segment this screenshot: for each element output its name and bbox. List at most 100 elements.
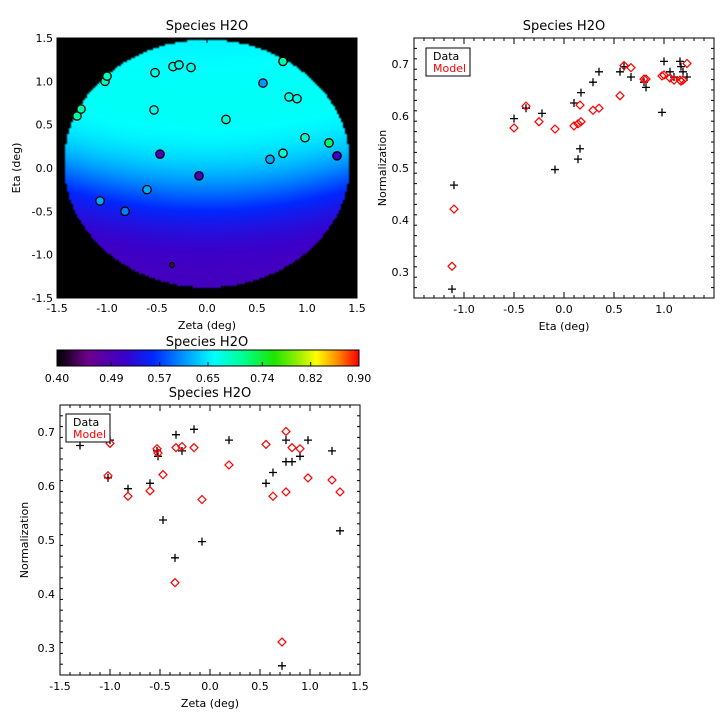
zeta-plot-x-tick-label: -0.5 [149,680,170,693]
eta-plot-y-tick-label: 0.4 [392,214,410,227]
colorbar-panel: Species H2O 0.40 0.49 0.57 0.65 0.74 0.82 0.90 [45,335,372,385]
zeta-plot-x-tick-label: -1.0 [99,680,120,693]
zeta-plot-data-point [269,468,277,477]
eta-plot-model-point [534,116,544,127]
zeta-plot-title: Species H2O [169,386,251,401]
eta-plot-frame [413,37,715,299]
map-point [142,184,152,195]
eta-plot-data-point [551,165,559,174]
zeta-plot-y-axis-label: Normalization [18,502,31,578]
eta-plot-data-point [510,114,518,123]
map-x-tick-label: 1.0 [298,302,316,315]
map-x-tick-label: 1.5 [348,302,366,315]
map-y-tick-label: -0.5 [32,205,53,218]
zeta-plot-model-point [295,443,305,454]
eta-plot-model-point [657,71,667,81]
eta-plot-x-tick-label: 0.0 [555,303,573,316]
map-point [221,114,231,125]
eta-plot-model-point [449,204,459,214]
zeta-plot-y-tick-label: 0.4 [38,588,56,601]
zeta-plot-data-point [146,479,154,488]
map-point [150,67,160,78]
eta-plot-model-point [615,90,625,101]
zeta-plot-model-point [145,486,155,496]
eta-plot-model-point [575,100,585,110]
map-point [155,149,165,159]
map-point [149,105,159,115]
eta-plot-title: Species H2O [523,19,605,34]
colorbar-tick-label: 0.57 [147,372,172,385]
map-point [332,151,342,161]
zeta-plot-model-point [152,443,162,454]
eta-plot-data-point [589,78,597,87]
map-y-tick-label: 1.5 [36,32,54,45]
zeta-plot-x-tick-label: 0.0 [201,680,219,693]
map-point [284,92,294,102]
zeta-plot-data-point [328,446,336,455]
eta-plot-data-point [595,67,603,76]
eta-plot-x-tick-label: 0.5 [605,303,623,316]
map-point [292,93,302,104]
eta-plot-model-point [550,124,560,134]
map-point [324,138,334,148]
zeta-plot-y-tick-label: 0.6 [38,480,56,493]
eta-plot-model-point [626,62,636,73]
zeta-plot-x-axis-label: Zeta (deg) [181,697,239,710]
zeta-plot-model-point [261,439,271,450]
eta-plot-axes: -1.0 -0.5 0.0 0.5 1.0 0.3 0.4 0.5 0.6 0.7 [392,37,715,316]
eta-plot-marks [447,57,692,294]
eta-legend-model: Model [433,62,466,75]
zeta-plot-data-point [296,452,304,461]
eta-plot-data-point [679,67,687,76]
zeta-plot-model-point [277,637,287,647]
map-x-tick-label: -1.0 [96,302,117,315]
eta-plot-model-point [676,76,686,87]
zeta-plot-data-point [288,457,296,466]
zeta-plot-axes: -1.5 -1.0 -0.5 0.0 0.5 1.0 1.5 0.3 0.4 0.5 0.6 0.7 [38,404,369,693]
colorbar-tick-label: 0.82 [298,372,323,385]
eta-plot-model-point [521,101,531,111]
map-points [72,56,342,269]
zeta-plot-model-point [303,473,313,483]
zeta-plot-model-point [123,491,133,502]
zeta-plot-model-point [103,470,113,481]
zeta-plot-model-point [281,487,291,497]
eta-plot-model-point [594,103,604,114]
eta-plot-model-point [447,261,457,272]
colorbar-tick-label: 0.65 [196,372,221,385]
colorbar-tick-label: 0.49 [99,372,124,385]
colorbar-title: Species H2O [166,335,248,350]
zeta-plot-model-point [170,577,180,588]
eta-plot-y-tick-label: 0.5 [392,162,410,175]
eta-plot-model-point [682,58,692,69]
zeta-plot-y-tick-label: 0.5 [38,534,56,547]
zeta-plot-data-point [336,526,344,535]
zeta-plot-data-point [124,484,132,493]
eta-plot-x-tick-label: -0.5 [503,303,524,316]
zeta-plot-legend: Data Model [65,413,111,443]
zeta-plot-x-tick-label: -1.5 [49,680,70,693]
eta-plot-model-point [659,70,669,80]
zeta-plot-frame [59,404,361,676]
eta-plot-data-point [577,88,585,97]
map-y-tick-label: -1.5 [32,292,53,305]
eta-plot-data-point [448,285,456,294]
map-x-tick-label: 0.5 [248,302,266,315]
zeta-plot-model-point [224,460,234,470]
eta-plot-y-axis-label: Normalization [376,130,389,206]
colorbar-tick-label: 0.74 [250,372,275,385]
zeta-plot-y-tick-label: 0.3 [38,642,56,655]
colorbar-ticks: 0.40 0.49 0.57 0.65 0.74 0.82 0.90 [45,362,371,385]
zeta-plot-model-point [153,448,163,458]
eta-plot-data-point [576,144,584,153]
colorbar-gradient [57,350,359,366]
eta-plot-model-point [639,74,649,84]
map-point [168,261,176,269]
map-point [300,132,310,143]
eta-plot-y-tick-label: 0.7 [392,58,410,71]
eta-plot-legend: Data Model [425,47,471,77]
eta-plot-data-point [570,99,578,107]
zeta-plot-x-tick-label: 1.0 [301,680,319,693]
zeta-legend-box [65,413,111,443]
eta-plot-data-point [660,57,668,66]
